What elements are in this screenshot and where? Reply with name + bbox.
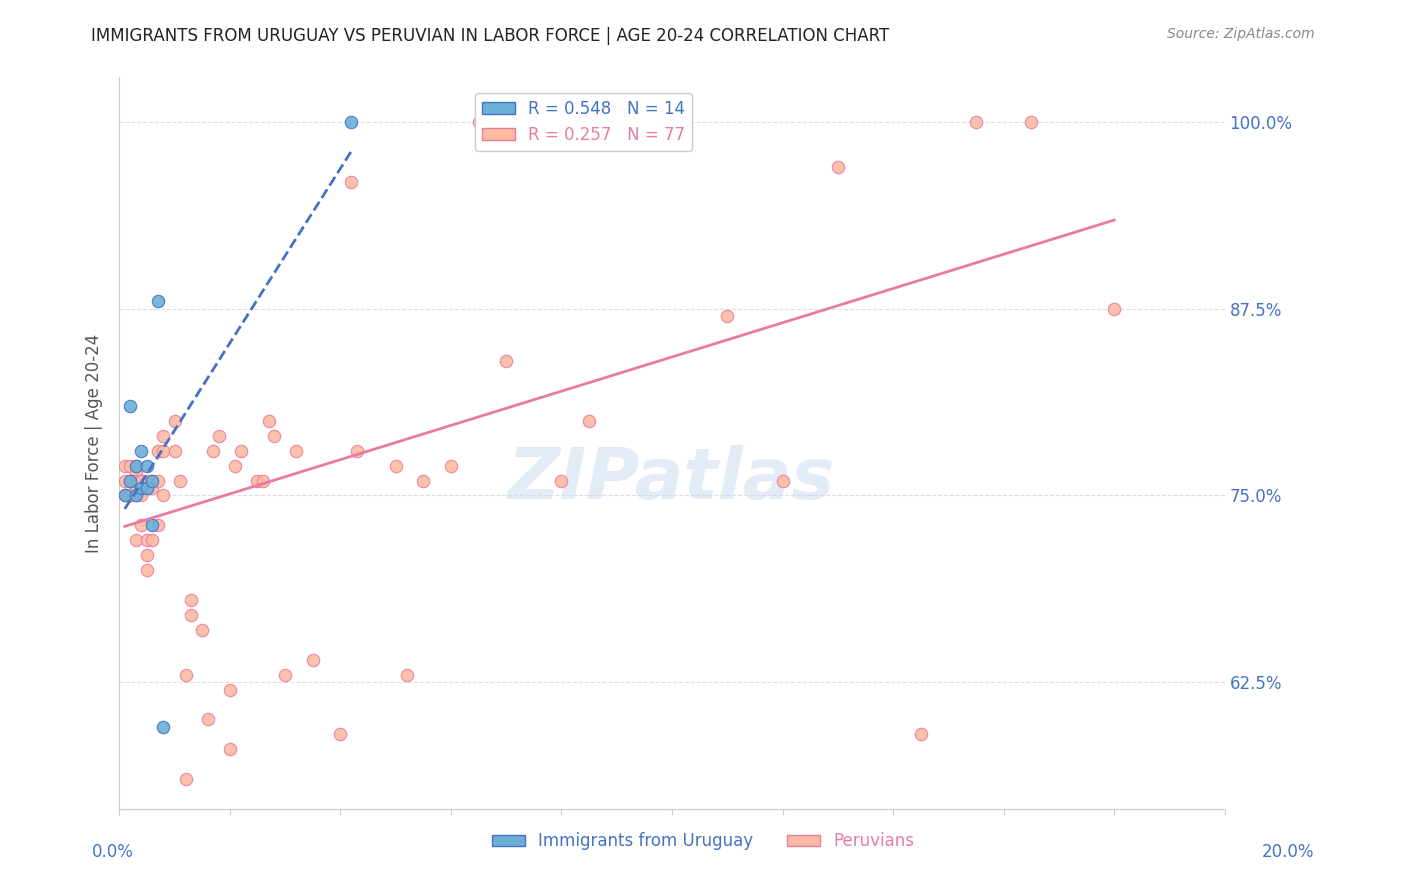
Point bbox=[114, 474, 136, 488]
Point bbox=[131, 481, 153, 495]
Point bbox=[495, 354, 517, 368]
Point bbox=[163, 443, 186, 458]
Point bbox=[1019, 115, 1042, 129]
Point bbox=[224, 458, 246, 473]
Point bbox=[141, 474, 163, 488]
Point bbox=[340, 115, 363, 129]
Point bbox=[125, 481, 148, 495]
Point bbox=[197, 713, 219, 727]
Point bbox=[125, 488, 148, 502]
Point bbox=[135, 548, 157, 562]
Point bbox=[285, 443, 308, 458]
Point bbox=[329, 727, 352, 741]
Text: 20.0%: 20.0% bbox=[1263, 843, 1315, 861]
Point bbox=[606, 115, 628, 129]
Point bbox=[910, 727, 932, 741]
Point bbox=[827, 160, 849, 174]
Point bbox=[131, 518, 153, 533]
Point bbox=[301, 653, 323, 667]
Point bbox=[125, 488, 148, 502]
Point bbox=[131, 474, 153, 488]
Point bbox=[125, 474, 148, 488]
Point bbox=[146, 474, 169, 488]
Point bbox=[114, 488, 136, 502]
Point bbox=[131, 488, 153, 502]
Point bbox=[125, 466, 148, 480]
Point bbox=[180, 593, 202, 607]
Point bbox=[191, 623, 214, 637]
Point bbox=[120, 488, 142, 502]
Point bbox=[257, 414, 280, 428]
Text: ZIPatlas: ZIPatlas bbox=[509, 445, 835, 515]
Point bbox=[772, 474, 794, 488]
Point bbox=[135, 474, 157, 488]
Point bbox=[131, 443, 153, 458]
Point bbox=[484, 115, 506, 129]
Point bbox=[412, 474, 434, 488]
Point bbox=[141, 518, 163, 533]
Point bbox=[174, 667, 197, 681]
Point bbox=[120, 488, 142, 502]
Point bbox=[263, 429, 285, 443]
Point bbox=[208, 429, 231, 443]
Point bbox=[252, 474, 274, 488]
Point bbox=[152, 429, 174, 443]
Text: Source: ZipAtlas.com: Source: ZipAtlas.com bbox=[1167, 27, 1315, 41]
Point bbox=[467, 115, 489, 129]
Point bbox=[141, 481, 163, 495]
Point bbox=[218, 682, 240, 697]
Text: IMMIGRANTS FROM URUGUAY VS PERUVIAN IN LABOR FORCE | AGE 20-24 CORRELATION CHART: IMMIGRANTS FROM URUGUAY VS PERUVIAN IN L… bbox=[91, 27, 890, 45]
Point bbox=[384, 458, 406, 473]
Point bbox=[120, 399, 142, 413]
Point bbox=[274, 667, 297, 681]
Point bbox=[246, 474, 269, 488]
Point bbox=[395, 667, 418, 681]
Point bbox=[1102, 301, 1125, 316]
Point bbox=[152, 488, 174, 502]
Point bbox=[135, 458, 157, 473]
Point bbox=[120, 474, 142, 488]
Point bbox=[550, 474, 572, 488]
Point bbox=[125, 458, 148, 473]
Point bbox=[965, 115, 987, 129]
Point bbox=[174, 772, 197, 786]
Point bbox=[146, 518, 169, 533]
Point bbox=[131, 481, 153, 495]
Point bbox=[114, 488, 136, 502]
Point bbox=[120, 458, 142, 473]
Point bbox=[169, 474, 191, 488]
Point bbox=[120, 488, 142, 502]
Point bbox=[340, 175, 363, 189]
Point bbox=[146, 294, 169, 309]
Point bbox=[146, 443, 169, 458]
Point bbox=[135, 533, 157, 548]
Point bbox=[152, 443, 174, 458]
Point bbox=[135, 481, 157, 495]
Point bbox=[152, 720, 174, 734]
Point bbox=[125, 458, 148, 473]
Point bbox=[661, 115, 683, 129]
Point bbox=[180, 607, 202, 622]
Point bbox=[440, 458, 463, 473]
Point bbox=[141, 474, 163, 488]
Point bbox=[131, 474, 153, 488]
Point bbox=[141, 533, 163, 548]
Point bbox=[125, 533, 148, 548]
Point bbox=[114, 458, 136, 473]
Point bbox=[716, 310, 738, 324]
Point bbox=[135, 481, 157, 495]
Point bbox=[163, 414, 186, 428]
Text: 0.0%: 0.0% bbox=[91, 843, 134, 861]
Point bbox=[125, 474, 148, 488]
Point bbox=[135, 563, 157, 577]
Point bbox=[346, 443, 368, 458]
Point bbox=[578, 414, 600, 428]
Point bbox=[218, 742, 240, 756]
Point bbox=[229, 443, 252, 458]
Legend: Immigrants from Uruguay, Peruvians: Immigrants from Uruguay, Peruvians bbox=[485, 826, 921, 857]
Y-axis label: In Labor Force | Age 20-24: In Labor Force | Age 20-24 bbox=[86, 334, 103, 553]
Legend: R = 0.548   N = 14, R = 0.257   N = 77: R = 0.548 N = 14, R = 0.257 N = 77 bbox=[475, 93, 692, 151]
Point bbox=[202, 443, 225, 458]
Point bbox=[120, 474, 142, 488]
